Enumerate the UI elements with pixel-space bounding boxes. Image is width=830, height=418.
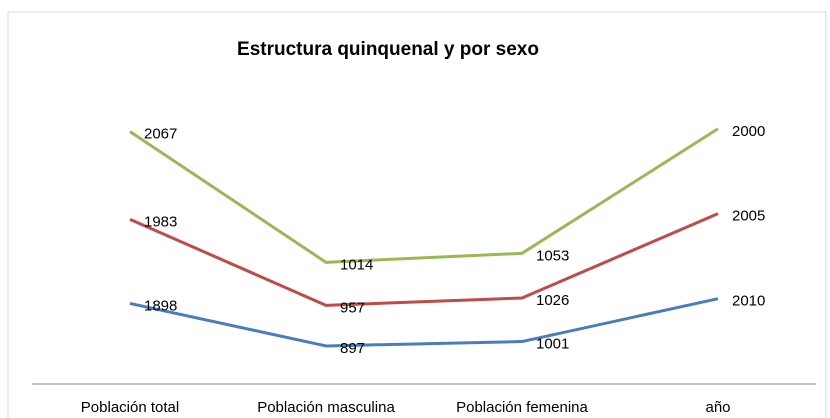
data-label: 2000 bbox=[732, 123, 765, 140]
x-tick-label: Población masculina bbox=[257, 399, 395, 416]
data-label: 2010 bbox=[732, 293, 765, 310]
chart-frame bbox=[7, 11, 827, 418]
series-line bbox=[129, 297, 719, 348]
series-line bbox=[129, 212, 719, 307]
data-label: 2005 bbox=[732, 208, 765, 225]
chart-title: Estructura quinquenal y por sexo bbox=[237, 39, 539, 60]
data-label: 1026 bbox=[536, 292, 569, 309]
data-label: 2067 bbox=[144, 126, 177, 143]
data-label: 1898 bbox=[144, 297, 177, 314]
data-label: 1014 bbox=[340, 256, 373, 273]
data-label: 957 bbox=[340, 299, 365, 316]
x-tick-label: Población femenina bbox=[456, 399, 588, 416]
data-label: 1983 bbox=[144, 213, 177, 230]
data-label: 897 bbox=[340, 340, 365, 357]
x-tick-label: Población total bbox=[81, 399, 179, 416]
x-tick-label: año bbox=[705, 399, 730, 416]
data-label: 1053 bbox=[536, 247, 569, 264]
series-line bbox=[129, 127, 719, 264]
data-label: 1001 bbox=[536, 335, 569, 352]
